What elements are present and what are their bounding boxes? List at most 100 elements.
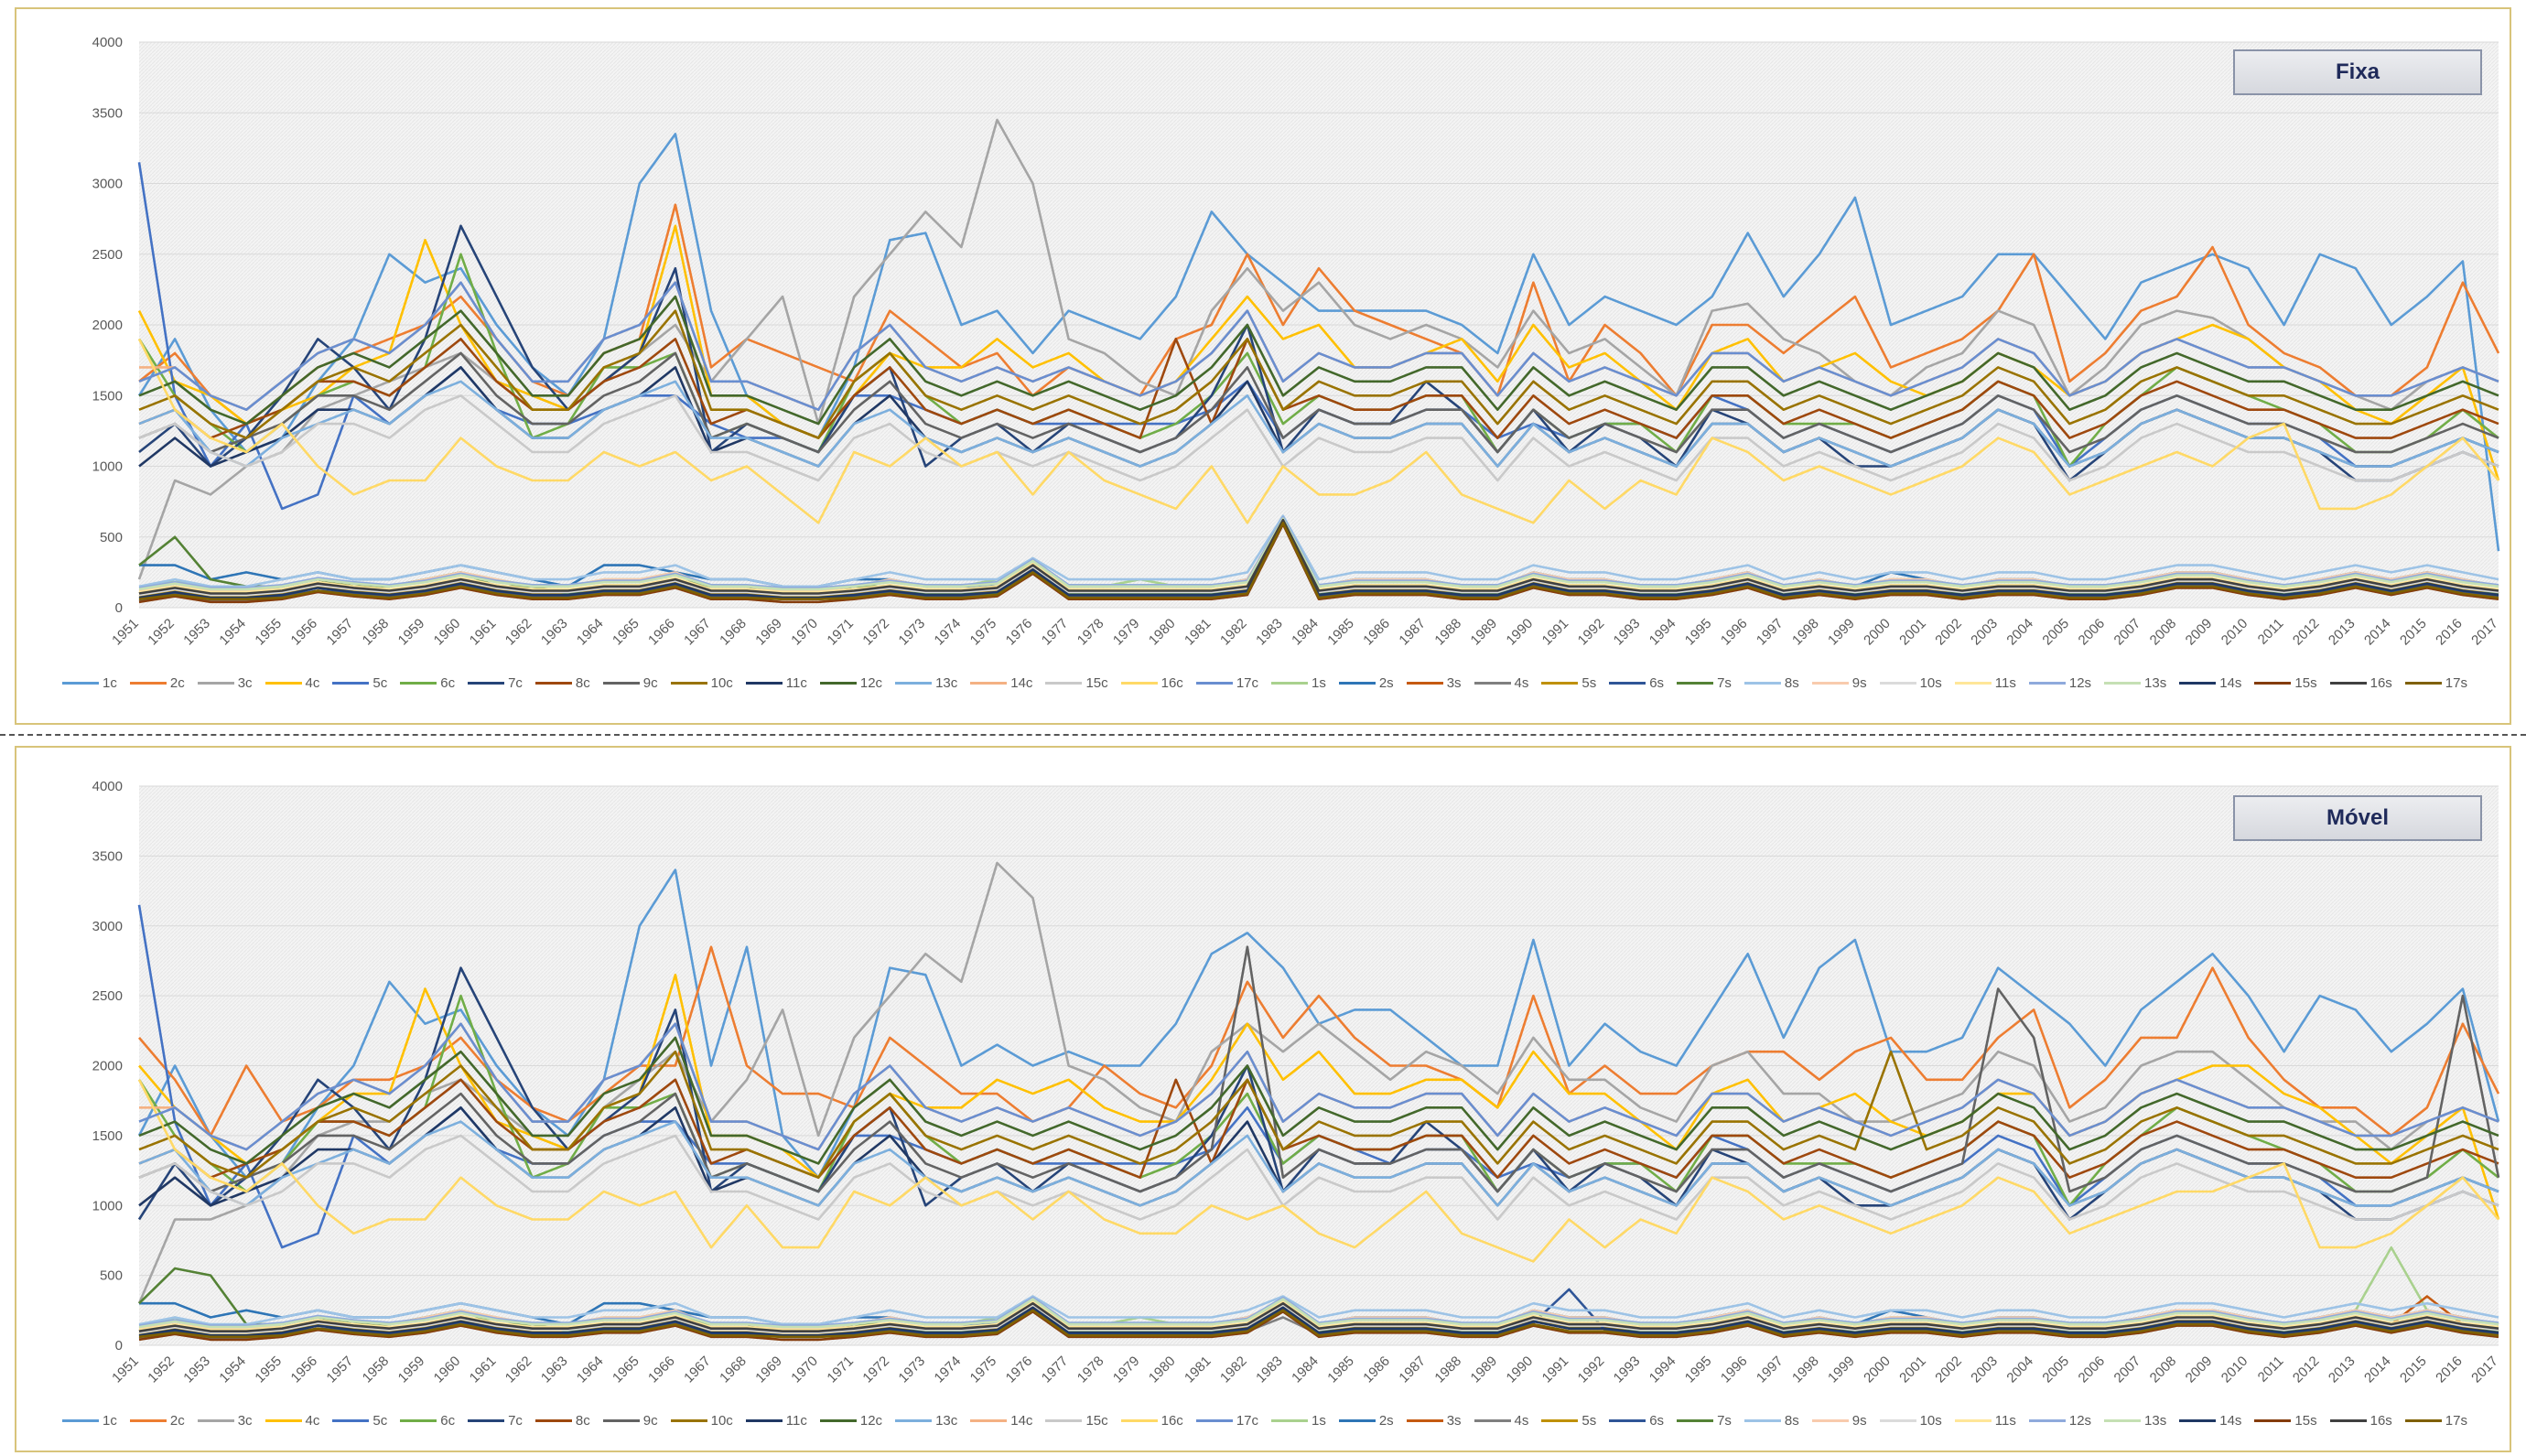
legend-swatch — [400, 1419, 437, 1422]
x-tick-label: 2016 — [2433, 616, 2466, 649]
x-tick-label: 2017 — [2468, 1354, 2501, 1386]
x-tick-label: 2013 — [2326, 616, 2359, 649]
legend-item-13s: 13s — [2104, 1413, 2166, 1429]
legend-item-11s: 11s — [1954, 675, 2016, 691]
series-line-10s — [138, 520, 2499, 597]
legend-swatch — [745, 1419, 783, 1422]
legend-swatch — [1954, 682, 1992, 685]
x-tick-label: 1972 — [859, 1354, 892, 1386]
chart-label-fixa: Fixa — [2233, 49, 2482, 95]
x-tick-label: 1987 — [1396, 616, 1429, 649]
legend-swatch — [1474, 1419, 1511, 1422]
x-tick-label: 1973 — [896, 1354, 929, 1386]
x-tick-label: 1970 — [788, 616, 821, 649]
legend-item-13c: 13c — [895, 675, 957, 691]
x-tick-label: 1983 — [1253, 1354, 1286, 1386]
x-tick-label: 1977 — [1039, 1354, 1072, 1386]
legend-label: 15s — [2294, 675, 2317, 691]
legend-item-14c: 14c — [970, 675, 1032, 691]
legend-label: 2c — [169, 1413, 185, 1429]
x-tick-label: 1963 — [538, 1354, 571, 1386]
legend-swatch — [1474, 682, 1511, 685]
x-tick-label: 1952 — [145, 616, 178, 649]
legend-item-11s: 11s — [1954, 1413, 2016, 1429]
x-tick-label: 1988 — [1431, 616, 1464, 649]
series-line-13c — [138, 1120, 2499, 1207]
x-tick-label: 1990 — [1504, 1354, 1537, 1386]
series-line-17c — [138, 1022, 2499, 1151]
x-tick-label: 1986 — [1360, 1354, 1393, 1386]
x-tick-label: 1997 — [1754, 1354, 1787, 1386]
legend-label: 10s — [1919, 1413, 1942, 1429]
series-line-16c — [137, 1079, 2499, 1263]
legend-label: 5s — [1581, 1413, 1597, 1429]
x-tick-label: 1993 — [1611, 1354, 1644, 1386]
x-tick-label: 1999 — [1825, 616, 1858, 649]
chart-panel-fixa: 0 500 1000 1500 2000 2500 3000 3500 4000 1951 1952… — [15, 7, 2511, 725]
x-tick-label: 1951 — [109, 1354, 142, 1386]
x-tick-label: 1993 — [1611, 616, 1644, 649]
legend-label: 8c — [575, 675, 590, 691]
x-tick-label: 1997 — [1754, 616, 1787, 649]
x-tick-label: 2005 — [2039, 1354, 2072, 1386]
legend-item-16c: 16c — [1120, 1413, 1183, 1429]
legend-item-3c: 3c — [197, 1413, 253, 1429]
legend-item-7c: 7c — [468, 1413, 523, 1429]
legend-item-10s: 10s — [1879, 1413, 1942, 1429]
legend-label: 16c — [1160, 675, 1183, 691]
legend-item-16s: 16s — [2329, 675, 2392, 691]
x-tick-label: 1959 — [395, 616, 428, 649]
x-tick-label: 2007 — [2111, 1354, 2144, 1386]
x-tick-label: 1995 — [1682, 616, 1715, 649]
x-tick-label: 1958 — [360, 1354, 393, 1386]
x-tick-label: 1995 — [1682, 1354, 1715, 1386]
series-line-8s — [138, 514, 2499, 588]
x-tick-label: 2004 — [2003, 616, 2036, 649]
series-line-14s — [138, 521, 2499, 599]
x-tick-label: 1956 — [288, 616, 321, 649]
legend-item-11c: 11c — [745, 1413, 807, 1429]
legend-item-17c: 17c — [1195, 1413, 1258, 1429]
legend-swatch — [2104, 1419, 2142, 1422]
legend-swatch — [745, 682, 783, 685]
x-tick-label: 1976 — [1003, 616, 1036, 649]
x-tick-label: 1987 — [1396, 1354, 1429, 1386]
legend-swatch — [819, 682, 857, 685]
series-line-10c — [138, 1050, 2499, 1180]
legend-item-12c: 12c — [819, 1413, 882, 1429]
x-tick-label: 1958 — [360, 616, 393, 649]
legend-label: 14c — [1010, 675, 1033, 691]
x-tick-label: 1975 — [967, 1354, 1000, 1386]
legend-label: 6c — [440, 1413, 456, 1429]
legend-item-7c: 7c — [468, 675, 523, 691]
legend-swatch — [1879, 682, 1916, 685]
legend-swatch — [1743, 1419, 1781, 1422]
chart-legend-movel: 1c 2c 3c 4c 5c 6c 7c 8c 9c 10c 11c 12c 13c 14c 15c 16c 1… — [16, 1413, 2513, 1429]
legend-label: 9c — [642, 1413, 658, 1429]
legend-swatch — [895, 1419, 933, 1422]
x-tick-label: 2010 — [2218, 616, 2251, 649]
x-tick-label: 1963 — [538, 616, 571, 649]
legend-item-5c: 5c — [332, 675, 387, 691]
legend-item-4s: 4s — [1474, 1413, 1528, 1429]
legend-item-5s: 5s — [1541, 675, 1596, 691]
legend-swatch — [602, 682, 640, 685]
legend-item-15c: 15c — [1045, 1413, 1108, 1429]
legend-swatch — [1811, 1419, 1849, 1422]
panel-separator — [0, 734, 2526, 736]
x-tick-label: 2008 — [2147, 616, 2180, 649]
legend-item-12c: 12c — [819, 675, 882, 691]
legend-item-14s: 14s — [2179, 675, 2241, 691]
x-tick-label: 1952 — [145, 1354, 178, 1386]
chart-legend-fixa: 1c 2c 3c 4c 5c 6c 7c 8c 9c 10c 11c 12c 13c 14c 15c 16c 1… — [16, 675, 2513, 691]
x-tick-label: 1998 — [1789, 1354, 1822, 1386]
x-tick-label: 2006 — [2076, 1354, 2109, 1386]
legend-item-6s: 6s — [1609, 1413, 1664, 1429]
legend-swatch — [1271, 682, 1308, 685]
legend-swatch — [1195, 1419, 1233, 1422]
legend-swatch — [2179, 1419, 2217, 1422]
legend-swatch — [534, 1419, 572, 1422]
legend-item-9s: 9s — [1811, 1413, 1867, 1429]
legend-item-9c: 9c — [602, 675, 658, 691]
legend-item-10c: 10c — [670, 675, 733, 691]
